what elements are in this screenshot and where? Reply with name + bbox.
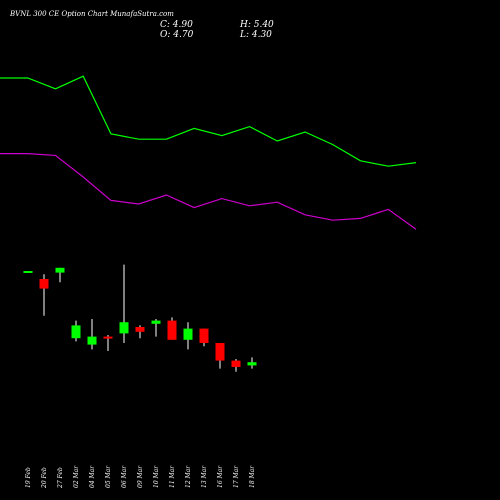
x-tick-label: 20 Feb — [41, 467, 48, 489]
candle-body — [71, 325, 81, 339]
x-tick-label: 12 Mar — [185, 465, 192, 488]
x-tick-label: 10 Mar — [153, 465, 160, 488]
candle-body — [55, 267, 65, 273]
x-tick-label: 27 Feb — [57, 467, 64, 489]
x-tick-label: 05 Mar — [105, 465, 112, 488]
high-value: H: 5.40 — [240, 20, 274, 30]
x-tick-label: 11 Mar — [169, 465, 176, 488]
x-tick-label: 13 Mar — [201, 465, 208, 488]
candle-body — [39, 279, 49, 289]
candle-body — [135, 327, 145, 332]
line-series-2 — [0, 153, 417, 230]
x-tick-label: 17 Mar — [233, 465, 240, 488]
candle-body — [23, 271, 33, 273]
candle-body — [231, 360, 241, 367]
x-tick-label: 09 Mar — [137, 465, 144, 488]
candle-body — [247, 362, 257, 366]
line-series-1 — [0, 75, 417, 167]
x-tick-label: 04 Mar — [89, 465, 96, 488]
candle-body — [167, 320, 177, 340]
x-tick-label: 02 Mar — [73, 465, 80, 488]
x-tick-label: 16 Mar — [217, 465, 224, 488]
candle-body — [183, 328, 193, 340]
candle-body — [103, 336, 113, 339]
x-tick-label: 18 Mar — [249, 465, 256, 488]
candle-body — [199, 328, 209, 343]
candle-body — [119, 322, 129, 334]
open-value: O: 4.70 — [160, 30, 194, 40]
candle-body — [87, 336, 97, 345]
chart-title: BVNL 300 CE Option Chart MunafaSutra.com — [10, 10, 174, 18]
candle-body — [215, 343, 225, 361]
candle-body — [151, 320, 161, 324]
close-value: C: 4.90 — [160, 20, 193, 30]
low-value: L: 4.30 — [240, 30, 272, 40]
x-tick-label: 06 Mar — [121, 465, 128, 488]
x-tick-label: 19 Feb — [25, 467, 32, 488]
